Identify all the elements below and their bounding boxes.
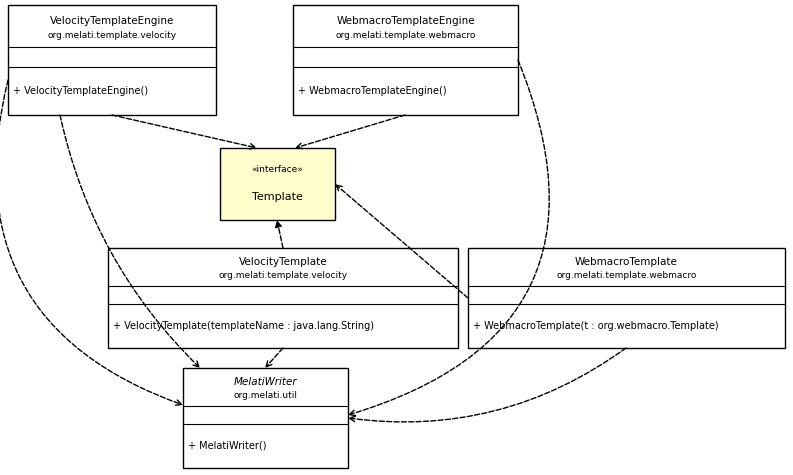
Bar — [183, 368, 348, 468]
Text: VelocityTemplate: VelocityTemplate — [239, 257, 328, 267]
Text: org.melati.template.velocity: org.melati.template.velocity — [48, 30, 177, 39]
Bar — [108, 248, 458, 348]
Text: org.melati.template.webmacro: org.melati.template.webmacro — [335, 30, 476, 39]
Bar — [8, 5, 216, 115]
Text: WebmacroTemplateEngine: WebmacroTemplateEngine — [336, 16, 475, 26]
Bar — [220, 148, 335, 220]
Text: «interface»: «interface» — [251, 165, 304, 174]
Bar — [468, 248, 785, 348]
Text: + VelocityTemplateEngine(): + VelocityTemplateEngine() — [13, 86, 147, 96]
Text: VelocityTemplateEngine: VelocityTemplateEngine — [50, 16, 174, 26]
Text: + WebmacroTemplateEngine(): + WebmacroTemplateEngine() — [297, 86, 446, 96]
Text: + WebmacroTemplate(t : org.webmacro.Template): + WebmacroTemplate(t : org.webmacro.Temp… — [473, 321, 718, 331]
Text: org.melati.template.velocity: org.melati.template.velocity — [218, 271, 347, 280]
Text: Template: Template — [252, 192, 303, 202]
Text: org.melati.template.webmacro: org.melati.template.webmacro — [557, 271, 697, 280]
Text: org.melati.util: org.melati.util — [233, 391, 297, 400]
Text: WebmacroTemplate: WebmacroTemplate — [575, 257, 678, 267]
Text: MelatiWriter: MelatiWriter — [234, 378, 297, 388]
Bar — [293, 5, 518, 115]
Text: + VelocityTemplate(templateName : java.lang.String): + VelocityTemplate(templateName : java.l… — [113, 321, 374, 331]
Text: + MelatiWriter(): + MelatiWriter() — [188, 441, 266, 451]
